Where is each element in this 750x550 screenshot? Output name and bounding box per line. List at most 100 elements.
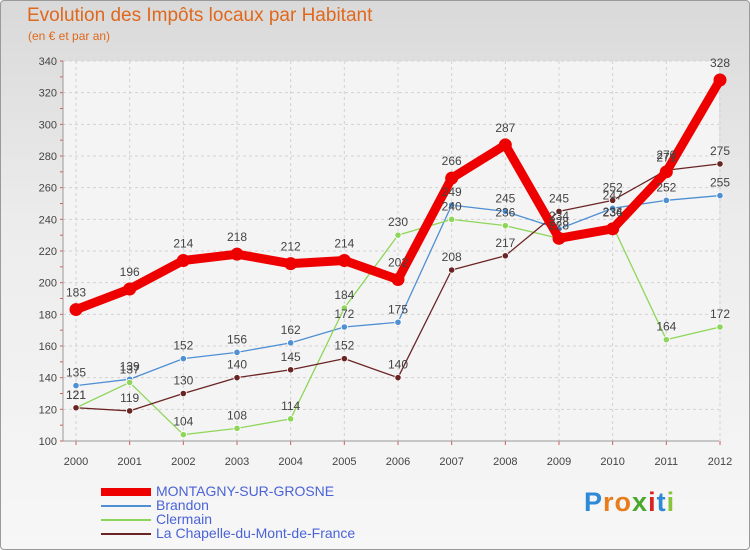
data-label-la-chapelle-du-mont-de-france: 275: [710, 144, 730, 158]
legend-swatch: [101, 488, 151, 496]
legend-label: MONTAGNY-SUR-GROSNE: [156, 483, 335, 499]
data-label-la-chapelle-du-mont-de-france: 140: [227, 358, 247, 372]
y-tick-label: 260: [39, 183, 57, 195]
logo-letter: i: [648, 487, 657, 517]
data-point-montagny-sur-grosne: [445, 171, 459, 185]
x-tick-label: 2007: [439, 456, 463, 468]
legend-item: La Chapelle-du-Mont-de-France: [101, 525, 441, 541]
data-label-clermain: 236: [495, 206, 515, 220]
x-tick-label: 2004: [278, 456, 302, 468]
data-label-clermain: 184: [334, 288, 354, 302]
legend-label: La Chapelle-du-Mont-de-France: [156, 525, 356, 541]
data-point-brandon: [448, 201, 456, 209]
data-point-clermain: [501, 222, 509, 230]
data-label-montagny-sur-grosne: 218: [227, 230, 247, 244]
data-label-brandon: 152: [173, 339, 193, 353]
x-tick-label: 2005: [332, 456, 356, 468]
data-label-montagny-sur-grosne: 212: [281, 240, 301, 254]
y-tick-label: 280: [39, 151, 57, 163]
data-label-brandon: 255: [710, 176, 730, 190]
data-label-montagny-sur-grosne: 270: [656, 148, 676, 162]
x-tick-label: 2003: [225, 456, 249, 468]
data-point-la-chapelle-du-mont-de-france: [609, 196, 617, 204]
data-label-clermain: 114: [281, 399, 300, 413]
y-tick-label: 240: [39, 214, 57, 226]
data-label-clermain: 236: [603, 206, 623, 220]
data-label-clermain: 164: [656, 320, 676, 334]
data-point-brandon: [609, 204, 617, 212]
data-point-montagny-sur-grosne: [176, 254, 190, 267]
data-label-la-chapelle-du-mont-de-france: 130: [173, 374, 193, 388]
x-tick-label: 2011: [655, 456, 679, 468]
data-label-la-chapelle-du-mont-de-france: 119: [120, 391, 139, 405]
data-label-brandon: 247: [603, 188, 623, 202]
data-point-brandon: [716, 191, 724, 200]
chart-subtitle: (en € et par an): [28, 29, 111, 43]
y-tick-label: 120: [39, 404, 57, 416]
data-label-clermain: 240: [442, 199, 462, 213]
logo-letter: i: [666, 487, 676, 517]
data-label-brandon: 156: [227, 332, 247, 346]
x-tick-label: 2001: [117, 456, 141, 468]
data-point-clermain: [662, 336, 670, 344]
data-point-la-chapelle-du-mont-de-france: [555, 207, 563, 216]
data-label-clermain: 228: [549, 218, 569, 232]
data-label-montagny-sur-grosne: 234: [603, 205, 623, 219]
legend-label: Clermain: [156, 511, 213, 527]
data-point-clermain: [179, 431, 187, 439]
data-point-la-chapelle-du-mont-de-france: [179, 389, 187, 398]
data-point-montagny-sur-grosne: [284, 257, 298, 271]
data-point-clermain: [716, 323, 724, 331]
data-label-clermain: 230: [388, 215, 408, 229]
data-label-brandon: 162: [281, 323, 301, 337]
data-point-la-chapelle-du-mont-de-france: [448, 266, 456, 274]
data-point-la-chapelle-du-mont-de-france: [394, 374, 402, 382]
data-label-brandon: 175: [388, 302, 408, 316]
data-label-montagny-sur-grosne: 196: [120, 265, 140, 279]
legend-swatch: [101, 505, 151, 507]
data-point-clermain: [448, 215, 456, 223]
proxiti-logo: Proxiti: [584, 487, 675, 518]
logo-letter: o: [614, 487, 633, 517]
x-tick-label: 2012: [708, 456, 732, 468]
data-point-montagny-sur-grosne: [606, 222, 620, 236]
logo-letter: t: [656, 487, 667, 517]
data-label-clermain: 172: [710, 307, 730, 321]
y-tick-label: 160: [39, 341, 57, 353]
data-point-brandon: [72, 381, 80, 390]
data-point-montagny-sur-grosne: [123, 282, 137, 296]
logo-letter: P: [584, 487, 604, 517]
data-label-brandon: 249: [442, 185, 462, 199]
x-tick-label: 2009: [547, 456, 571, 468]
x-tick-label: 2002: [171, 456, 195, 468]
y-tick-label: 180: [39, 309, 57, 321]
y-tick-label: 340: [39, 56, 57, 68]
data-label-montagny-sur-grosne: 214: [173, 237, 193, 251]
data-label-montagny-sur-grosne: 214: [334, 237, 354, 251]
data-label-clermain: 108: [227, 408, 247, 422]
data-point-la-chapelle-du-mont-de-france: [72, 404, 80, 412]
data-point-clermain: [233, 424, 241, 432]
chart-title: Evolution des Impôts locaux par Habitant: [27, 5, 373, 26]
legend-label: Brandon: [156, 497, 209, 513]
data-label-montagny-sur-grosne: 287: [495, 121, 515, 135]
data-label-montagny-sur-grosne: 183: [66, 286, 86, 300]
data-point-la-chapelle-du-mont-de-france: [340, 355, 348, 363]
x-tick-label: 2006: [386, 456, 410, 468]
data-label-la-chapelle-du-mont-de-france: 152: [334, 339, 354, 353]
data-label-clermain: 104: [173, 415, 193, 429]
data-point-montagny-sur-grosne: [552, 231, 566, 245]
legend: MONTAGNY-SUR-GROSNE Brandon Clermain La Cha…: [101, 483, 441, 541]
x-tick-label: 2000: [64, 456, 88, 468]
data-point-brandon: [662, 196, 670, 204]
data-label-brandon: 252: [656, 180, 676, 194]
data-label-la-chapelle-du-mont-de-france: 271: [656, 150, 676, 164]
data-point-la-chapelle-du-mont-de-france: [287, 366, 295, 374]
y-tick-label: 300: [39, 119, 57, 131]
data-point-clermain: [394, 231, 402, 239]
data-label-brandon: 135: [66, 366, 86, 380]
logo-letter: r: [603, 487, 615, 517]
data-point-brandon: [501, 207, 509, 216]
